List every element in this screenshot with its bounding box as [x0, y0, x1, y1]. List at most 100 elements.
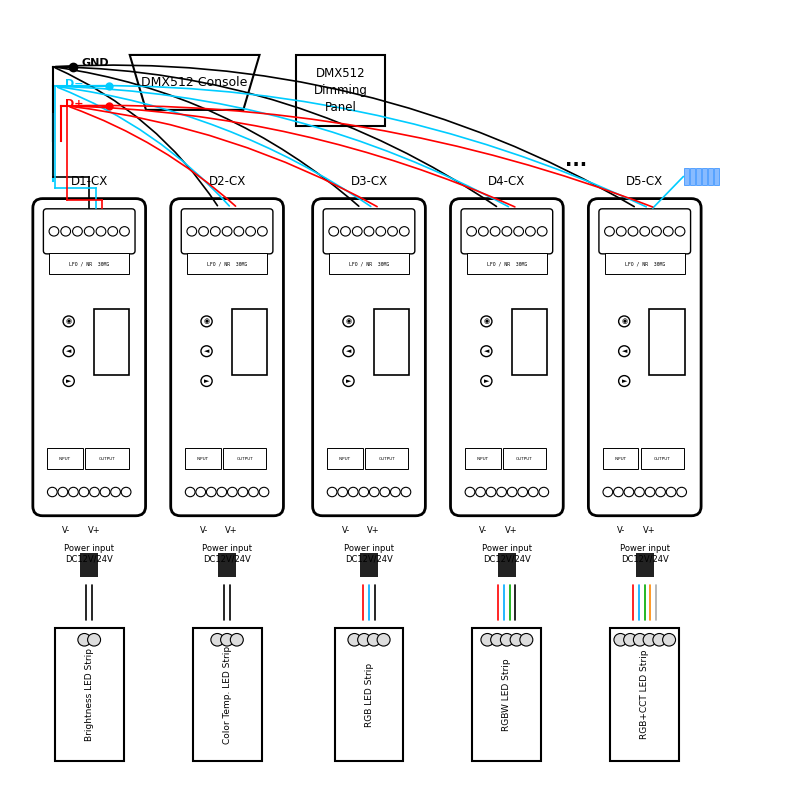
Circle shape	[47, 487, 57, 497]
Circle shape	[676, 487, 686, 497]
Circle shape	[101, 487, 110, 497]
Circle shape	[221, 633, 234, 646]
Circle shape	[217, 487, 227, 497]
Text: LFO / NR  30MG: LFO / NR 30MG	[487, 261, 527, 266]
Bar	[611, 628, 680, 761]
Circle shape	[199, 227, 208, 236]
Text: DMX512 Console: DMX512 Console	[141, 76, 248, 89]
Circle shape	[526, 227, 535, 236]
Bar	[709, 168, 713, 185]
Circle shape	[475, 487, 485, 497]
Text: Power input
DC12V/24V: Power input DC12V/24V	[482, 544, 532, 564]
Circle shape	[624, 487, 634, 497]
Circle shape	[353, 227, 363, 236]
FancyBboxPatch shape	[171, 199, 284, 516]
Circle shape	[529, 487, 539, 497]
Text: INPUT: INPUT	[339, 457, 351, 461]
Bar	[80, 553, 98, 577]
Circle shape	[222, 227, 232, 236]
Bar	[684, 168, 689, 185]
FancyBboxPatch shape	[313, 199, 425, 516]
Bar	[47, 448, 83, 469]
Circle shape	[348, 633, 361, 646]
Circle shape	[187, 227, 197, 236]
Text: Power input
DC12V/24V: Power input DC12V/24V	[202, 544, 252, 564]
Bar	[690, 168, 694, 185]
Text: V+: V+	[505, 526, 518, 535]
Circle shape	[122, 487, 131, 497]
Bar	[641, 448, 684, 469]
Circle shape	[640, 227, 650, 236]
Circle shape	[367, 633, 380, 646]
Bar	[467, 253, 547, 274]
Text: Power input
DC12V/24V: Power input DC12V/24V	[620, 544, 670, 564]
Circle shape	[466, 487, 475, 497]
FancyBboxPatch shape	[589, 199, 701, 516]
Circle shape	[539, 487, 548, 497]
Bar	[94, 309, 129, 375]
Circle shape	[517, 487, 527, 497]
Text: ◄: ◄	[483, 349, 489, 354]
Circle shape	[186, 487, 195, 497]
Circle shape	[120, 227, 130, 236]
Bar	[466, 448, 500, 469]
Circle shape	[508, 487, 517, 497]
Bar	[650, 309, 684, 375]
FancyBboxPatch shape	[182, 209, 272, 254]
Bar	[603, 448, 638, 469]
Bar	[374, 309, 409, 375]
Text: Brightness LED Strip: Brightness LED Strip	[84, 648, 94, 741]
Circle shape	[388, 227, 397, 236]
Text: Color Temp. LED Strip: Color Temp. LED Strip	[222, 645, 232, 744]
Circle shape	[258, 227, 268, 236]
Circle shape	[343, 376, 354, 386]
Circle shape	[49, 227, 58, 236]
Bar	[55, 628, 124, 761]
Circle shape	[211, 633, 224, 646]
Circle shape	[211, 227, 221, 236]
Bar	[335, 628, 404, 761]
Circle shape	[652, 227, 662, 236]
Circle shape	[201, 345, 212, 356]
Circle shape	[624, 633, 637, 646]
Text: ◉: ◉	[204, 319, 209, 324]
Text: INPUT: INPUT	[59, 457, 71, 461]
Bar	[503, 448, 546, 469]
Circle shape	[401, 487, 411, 497]
Circle shape	[238, 487, 248, 497]
Circle shape	[490, 227, 500, 236]
Text: ►: ►	[345, 378, 351, 384]
Circle shape	[478, 227, 488, 236]
Circle shape	[370, 487, 379, 497]
Circle shape	[400, 227, 410, 236]
Circle shape	[643, 633, 656, 646]
Bar	[223, 448, 266, 469]
Bar	[605, 253, 684, 274]
Text: D2-CX: D2-CX	[208, 175, 246, 188]
Bar	[186, 448, 221, 469]
Text: D4-CX: D4-CX	[488, 175, 526, 188]
Text: V+: V+	[367, 526, 380, 535]
Bar	[329, 253, 410, 274]
FancyBboxPatch shape	[32, 199, 146, 516]
Circle shape	[619, 376, 630, 386]
Bar	[365, 448, 408, 469]
Text: ◄: ◄	[66, 349, 71, 354]
Circle shape	[96, 227, 105, 236]
Circle shape	[391, 487, 401, 497]
Circle shape	[619, 345, 630, 356]
Text: RGB LED Strip: RGB LED Strip	[364, 663, 374, 727]
Text: ◉: ◉	[483, 319, 489, 324]
Circle shape	[629, 227, 638, 236]
Circle shape	[496, 487, 506, 497]
Circle shape	[667, 487, 676, 497]
Text: ◉: ◉	[621, 319, 627, 324]
Bar	[360, 553, 378, 577]
Text: OUTPUT: OUTPUT	[654, 457, 671, 461]
Text: RGB+CCT LED Strip: RGB+CCT LED Strip	[640, 650, 650, 739]
Circle shape	[249, 487, 259, 497]
Polygon shape	[130, 55, 260, 110]
Circle shape	[196, 487, 206, 497]
Circle shape	[349, 487, 358, 497]
Text: D3-CX: D3-CX	[350, 175, 388, 188]
